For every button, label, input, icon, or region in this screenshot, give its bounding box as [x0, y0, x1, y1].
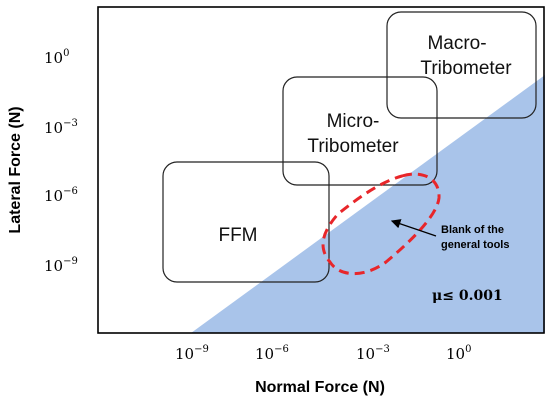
friction-coefficient-label: μ≤ 0.001	[432, 288, 503, 304]
y-tick-1e0: 100	[44, 48, 69, 67]
micro-tribometer-label-line1: Micro-	[327, 111, 380, 132]
x-tick-1e-6: 10−6	[255, 344, 289, 363]
x-tick-1e-3: 10−3	[356, 344, 390, 363]
y-axis-ticks: 100 10−3 10−6 10−9	[44, 48, 78, 275]
y-axis-title: Lateral Force (N)	[7, 106, 24, 233]
low-friction-region	[191, 75, 545, 333]
x-tick-1e-9: 10−9	[175, 344, 209, 363]
macro-tribometer-label-line2: Tribometer	[420, 58, 512, 79]
x-tick-1e0: 100	[446, 344, 471, 363]
annotation-line1: Blank of the	[441, 224, 504, 236]
annotation-line2: general tools	[441, 239, 509, 251]
blank-region-outline	[321, 172, 441, 276]
ffm-label: FFM	[218, 225, 257, 246]
micro-tribometer-region-box	[282, 76, 438, 186]
macro-tribometer-label-line1: Macro-	[427, 33, 486, 54]
micro-tribometer-label-line2: Tribometer	[307, 136, 399, 157]
y-tick-1e-9: 10−9	[44, 256, 78, 275]
x-axis-ticks: 10−9 10−6 10−3 100	[175, 344, 471, 363]
x-axis-title: Normal Force (N)	[255, 379, 385, 396]
annotation-arrow	[390, 219, 437, 237]
y-tick-1e-3: 10−3	[44, 118, 78, 137]
y-tick-1e-6: 10−6	[44, 186, 78, 205]
ffm-region-box	[162, 161, 330, 283]
macro-tribometer-region-box	[386, 11, 537, 119]
plot-frame	[97, 6, 545, 334]
